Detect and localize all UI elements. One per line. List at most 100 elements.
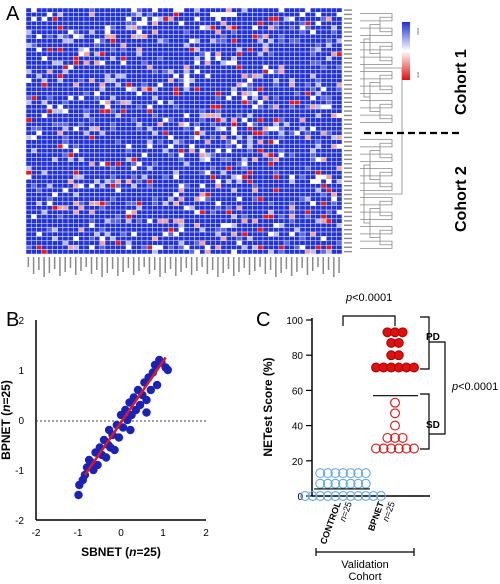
heatmap-cell (173, 126, 179, 132)
heatmap-cell (152, 227, 158, 233)
heatmap-cell (273, 73, 280, 79)
heatmap-cell (104, 91, 111, 97)
heatmap-cell (146, 126, 153, 132)
heatmap-cell (257, 179, 264, 184)
heatmap-cell (83, 73, 90, 79)
heatmap-cell (167, 60, 174, 66)
heatmap-cell (241, 7, 248, 13)
heatmap-cell (210, 244, 216, 250)
heatmap-cell (36, 227, 43, 233)
heatmap-cell (62, 249, 69, 255)
heatmap-cell (273, 113, 280, 119)
heatmap-cell (46, 38, 53, 44)
heatmap-cell (57, 179, 64, 184)
heatmap-cell (41, 192, 48, 198)
heatmap-cell (62, 231, 69, 237)
heatmap-cell (157, 249, 164, 255)
heatmap-cell (220, 126, 227, 132)
heatmap-cell (157, 148, 164, 154)
heatmap-cell (99, 117, 106, 123)
heatmap-cell (204, 73, 211, 79)
heatmap-cell (304, 231, 311, 237)
heatmap-cell (310, 38, 316, 44)
heatmap-cell (41, 73, 48, 79)
heatmap-cell (204, 69, 211, 75)
heatmap-cell (257, 183, 264, 189)
heatmap-cell (283, 113, 290, 119)
heatmap-cell (331, 29, 337, 35)
b-y-tick: 2 (18, 316, 24, 327)
heatmap-cell (141, 86, 148, 92)
heatmap-cell (152, 60, 158, 66)
heatmap-cell (236, 209, 243, 215)
heatmap-cell (162, 69, 169, 75)
heatmap-cell (320, 86, 327, 92)
heatmap-cell (246, 139, 253, 145)
heatmap-cell (46, 240, 53, 246)
heatmap-cell (325, 201, 332, 206)
heatmap-cell (178, 60, 185, 66)
heatmap-cell (189, 73, 195, 79)
heatmap-cell (325, 249, 332, 255)
heatmap-cell (162, 29, 169, 35)
heatmap-cell (146, 60, 153, 66)
heatmap-row-labels (344, 9, 352, 253)
heatmap-cell (236, 34, 243, 39)
heatmap-cell (146, 174, 153, 180)
heatmap-cell (231, 183, 237, 189)
heatmap-cell (41, 143, 48, 149)
heatmap-cell (183, 91, 190, 97)
heatmap-cell (220, 20, 227, 26)
heatmap-cell (289, 104, 295, 110)
heatmap-cell (178, 187, 185, 193)
heatmap-cell (146, 25, 153, 31)
heatmap-cell (67, 56, 74, 61)
heatmap-cell (73, 16, 79, 22)
heatmap-cell (257, 64, 264, 70)
heatmap-cell (125, 139, 132, 145)
column-label-mark (254, 257, 256, 271)
heatmap-cell (36, 78, 43, 83)
row-label-mark (344, 70, 352, 73)
heatmap-cell (246, 152, 253, 158)
heatmap-cell (73, 165, 79, 171)
heatmap-cell (283, 47, 290, 53)
heatmap-cell (152, 187, 158, 193)
heatmap-cell (173, 183, 179, 189)
heatmap-cell (231, 73, 237, 79)
heatmap-cell (310, 223, 316, 228)
heatmap-cell (310, 47, 316, 53)
c-data-point (353, 478, 364, 489)
heatmap-cell (36, 187, 43, 193)
heatmap-cell (315, 209, 322, 215)
heatmap-cell (25, 25, 32, 31)
heatmap-cell (294, 209, 301, 215)
heatmap-cell (278, 38, 285, 44)
heatmap-cell (325, 16, 332, 22)
heatmap-cell (283, 16, 290, 22)
c-data-point (393, 443, 404, 454)
heatmap-cell (131, 64, 137, 70)
heatmap-cell (157, 240, 164, 246)
heatmap-cell (273, 12, 280, 18)
heatmap-cell (283, 152, 290, 158)
heatmap-cell (257, 231, 264, 237)
heatmap-cell (41, 100, 48, 105)
heatmap-cell (94, 240, 100, 246)
heatmap-cell (83, 86, 90, 92)
b-data-point (142, 395, 151, 405)
heatmap-cell (252, 117, 258, 123)
heatmap-cell (173, 91, 179, 97)
heatmap-cell (110, 108, 116, 114)
heatmap-cell (220, 236, 227, 242)
heatmap-cell (110, 218, 116, 224)
heatmap-cell (36, 42, 43, 48)
heatmap-cell (146, 86, 153, 92)
heatmap-cell (88, 209, 95, 215)
heatmap-cell (183, 139, 190, 145)
heatmap-cell (199, 223, 206, 228)
heatmap-cell (236, 130, 243, 136)
heatmap-cell (136, 201, 143, 206)
heatmap-cell (336, 139, 343, 145)
heatmap-cell (125, 231, 132, 237)
